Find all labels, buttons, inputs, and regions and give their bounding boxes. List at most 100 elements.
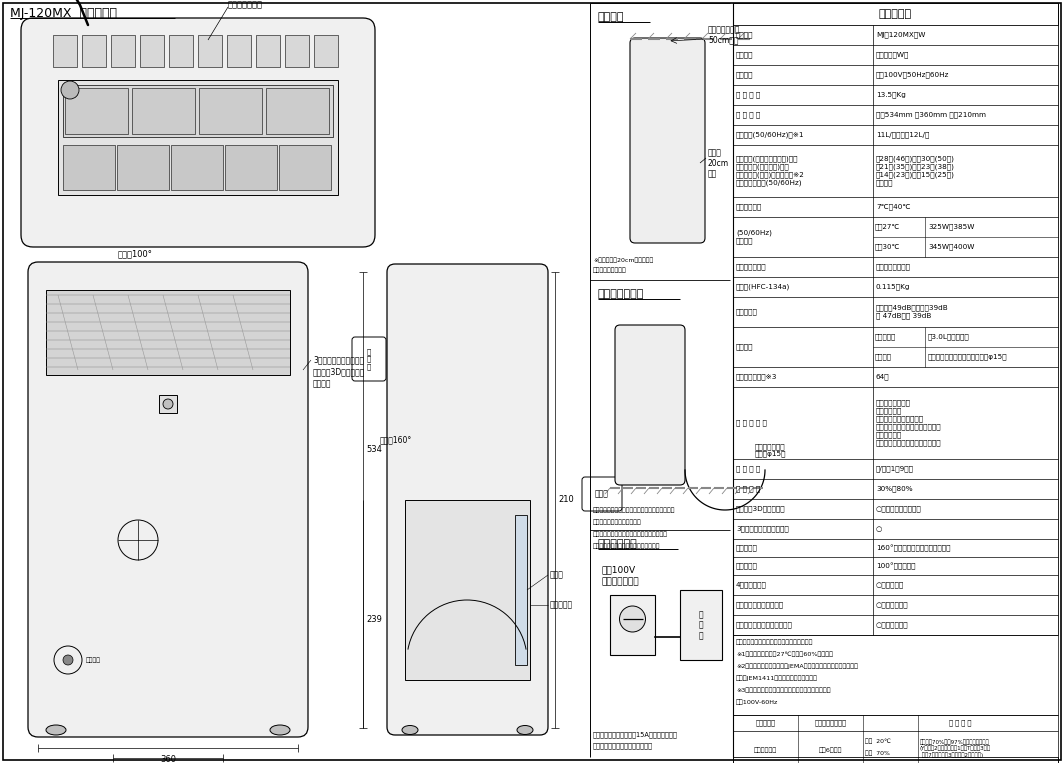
Bar <box>405 500 530 680</box>
Text: MJ-120MX  本体外形図: MJ-120MX 本体外形図 <box>10 8 117 21</box>
Text: 11L/日　／　12L/日: 11L/日 ／ 12L/日 <box>876 132 929 138</box>
Text: 除　湿　方　式: 除 湿 方 式 <box>736 264 767 270</box>
Text: （JEM1411）に基づいた値を示す。: （JEM1411）に基づいた値を示す。 <box>736 675 818 681</box>
Text: 210: 210 <box>558 495 573 504</box>
Text: ○（横方向）: ○（横方向） <box>876 581 904 588</box>
Text: 運転時、排水タンクをセットしてください。: 運転時、排水タンクをセットしてください。 <box>593 531 668 537</box>
Text: 本体天面の空間
50cm以上: 本体天面の空間 50cm以上 <box>708 25 741 45</box>
Text: 湿度  70%: 湿度 70% <box>865 750 890 756</box>
Text: 本仕様は予告なく変更することがあります。: 本仕様は予告なく変更することがあります。 <box>736 639 814 645</box>
Text: 部屋の広さ: 部屋の広さ <box>755 720 776 726</box>
Bar <box>159 395 177 413</box>
Text: 360: 360 <box>160 755 176 763</box>
Text: 外 形 寸 法: 外 形 寸 法 <box>736 111 761 118</box>
FancyBboxPatch shape <box>582 477 622 511</box>
Bar <box>733 715 1058 763</box>
Text: 325W／385W: 325W／385W <box>928 224 975 230</box>
Text: 設置空間: 設置空間 <box>598 12 625 22</box>
Circle shape <box>619 606 646 632</box>
Text: 排水タンク: 排水タンク <box>550 600 573 610</box>
Text: 湿 度 表 示: 湿 度 表 示 <box>736 486 761 492</box>
Text: 239: 239 <box>366 616 382 624</box>
Text: 室温27℃: 室温27℃ <box>875 224 900 230</box>
Bar <box>140 35 164 67</box>
Text: ○（赤外線センサー）: ○（赤外線センサー） <box>876 506 921 512</box>
Text: 連続排水: 連続排水 <box>875 354 892 360</box>
Text: 三菱電機: 三菱電機 <box>86 657 101 663</box>
Text: 除湿〔手動〕（強、弱）: 除湿〔手動〕（強、弱） <box>876 416 925 422</box>
Text: 内部クリーン運転: 内部クリーン運転 <box>876 400 911 407</box>
Bar <box>314 35 338 67</box>
Bar <box>733 635 1058 715</box>
Text: 30%～80%: 30%～80% <box>876 486 913 492</box>
Bar <box>111 35 135 67</box>
Bar <box>515 515 527 665</box>
Text: 除湿〔自動〕: 除湿〔自動〕 <box>876 432 902 438</box>
Text: 市販ビニールホース使用（内径φ15）: 市販ビニールホース使用（内径φ15） <box>928 354 1008 360</box>
Bar <box>65 88 128 134</box>
Bar <box>256 35 280 67</box>
FancyBboxPatch shape <box>615 325 685 485</box>
Bar <box>63 145 115 190</box>
Text: 約3.0Lで自動停止: 約3.0Lで自動停止 <box>928 333 969 340</box>
Text: 7℃～40℃: 7℃～40℃ <box>876 204 911 211</box>
Text: ビニールホース
（内径φ15）: ビニールホース （内径φ15） <box>755 443 786 457</box>
Bar <box>53 35 77 67</box>
Text: 電源コンセント: 電源コンセント <box>602 578 639 587</box>
Text: 除湿能力(50/60Hz)　※1: 除湿能力(50/60Hz) ※1 <box>736 132 804 138</box>
Text: 排　　水: 排 水 <box>736 343 753 350</box>
Text: 製 品 重 量: 製 品 重 量 <box>736 92 761 98</box>
Text: 64分: 64分 <box>876 374 890 380</box>
Text: 強運転時: 強運転時 <box>876 180 894 186</box>
Text: 100V-60Hz: 100V-60Hz <box>736 699 779 705</box>
Text: ※天面以外は20cm以上距離を: ※天面以外は20cm以上距離を <box>593 257 653 262</box>
Text: 仕　様　表: 仕 様 表 <box>879 9 912 19</box>
Bar <box>279 145 331 190</box>
Text: （浴室カビガード、部屋サラリ）: （浴室カビガード、部屋サラリ） <box>876 423 942 430</box>
Text: する必要があります。: する必要があります。 <box>593 519 642 525</box>
Text: 集合住宅(鉄コンクリート)洋室: 集合住宅(鉄コンクリート)洋室 <box>736 156 798 163</box>
Text: 吸込部: 吸込部 <box>595 490 609 498</box>
Bar <box>198 35 222 67</box>
Text: 一戸建住宅(プレハブ)洋室: 一戸建住宅(プレハブ)洋室 <box>736 164 789 170</box>
Bar <box>46 290 290 375</box>
Text: MJ－120MX－W: MJ－120MX－W <box>876 32 926 38</box>
Text: 壁から
20cm
以上: 壁から 20cm 以上 <box>708 148 729 178</box>
FancyBboxPatch shape <box>630 38 705 243</box>
Text: 注意：背面の連続排水穴をニッパーなどでカット: 注意：背面の連続排水穴をニッパーなどでカット <box>593 507 676 513</box>
Bar <box>117 145 169 190</box>
Text: 色　　調: 色 調 <box>736 52 753 58</box>
Text: 部屋干し3Dムーブアイ: 部屋干し3Dムーブアイ <box>736 506 785 512</box>
Bar <box>82 35 106 67</box>
Text: ～28畳(46㎡)／～30畳(50㎡): ～28畳(46㎡)／～30畳(50㎡) <box>876 156 954 163</box>
Ellipse shape <box>402 726 418 735</box>
Text: 入/切　1～9時間: 入/切 1～9時間 <box>876 465 914 472</box>
Text: 衣類乾燥49dB、夜干し39dB: 衣類乾燥49dB、夜干し39dB <box>876 304 949 311</box>
Text: 消費電力: 消費電力 <box>736 238 753 244</box>
Bar <box>680 590 722 660</box>
Text: 3次元広角狙えルーバー: 3次元広角狙えルーバー <box>313 356 364 365</box>
FancyBboxPatch shape <box>352 337 386 381</box>
Text: 0.115　Kg: 0.115 Kg <box>876 284 911 290</box>
Text: 3次元広角　狙えルーバー: 3次元広角 狙えルーバー <box>736 526 788 533</box>
Text: 室温30℃: 室温30℃ <box>875 243 900 250</box>
Text: セットしないと、運転できません。: セットしないと、運転できません。 <box>593 543 661 549</box>
Circle shape <box>61 81 79 99</box>
Text: 534: 534 <box>366 446 382 455</box>
FancyBboxPatch shape <box>387 264 548 735</box>
Bar <box>132 88 195 134</box>
Text: 100°（ワイド）: 100°（ワイド） <box>876 562 915 570</box>
Bar <box>225 145 277 190</box>
Text: ワイド160°: ワイド160° <box>380 436 412 445</box>
Text: ○: ○ <box>876 526 882 532</box>
Bar <box>63 85 333 137</box>
Text: コンプレッサー式: コンプレッサー式 <box>876 264 911 270</box>
Text: 運　転　音: 運 転 音 <box>736 309 758 315</box>
Text: 光ガイド: 光ガイド <box>313 379 332 388</box>
Text: 13.5　Kg: 13.5 Kg <box>876 92 905 98</box>
Text: 形　　名: 形 名 <box>736 32 753 38</box>
Text: ズバッと乾燥: ズバッと乾燥 <box>876 407 902 414</box>
Text: ～14畳(23㎡)／～15畳(25㎡): ～14畳(23㎡)／～15畳(25㎡) <box>876 172 954 179</box>
Text: タンク容量: タンク容量 <box>875 333 896 340</box>
Circle shape <box>63 655 73 665</box>
